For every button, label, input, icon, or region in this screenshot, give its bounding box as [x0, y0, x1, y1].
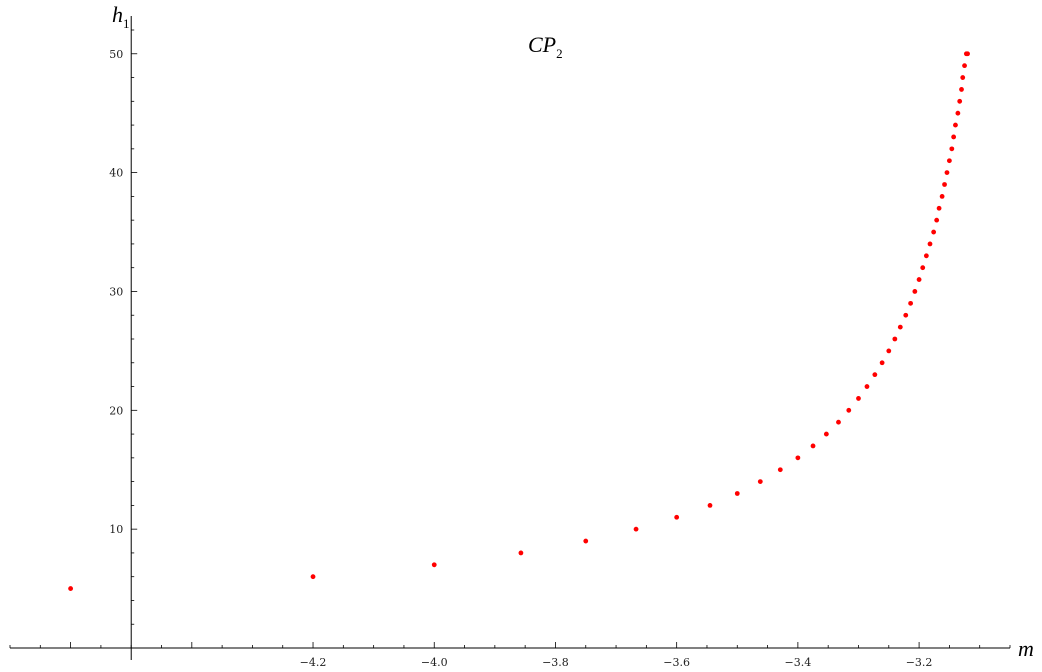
data-point [931, 229, 937, 235]
data-point [912, 289, 918, 294]
data-point [864, 384, 870, 389]
data-point [707, 502, 713, 508]
data-point [951, 134, 957, 140]
chart-title-subscript: 2 [556, 46, 563, 61]
data-point [962, 63, 967, 69]
data-point [965, 51, 970, 57]
axes [10, 16, 1010, 660]
data-point [936, 205, 942, 211]
data-point [757, 479, 763, 485]
y-axis-label-main: h [112, 2, 123, 27]
data-point [777, 467, 783, 473]
x-tick-label: −3.6 [663, 656, 690, 669]
y-tick-label: 50 [109, 48, 123, 61]
data-point [886, 348, 892, 354]
data-point [734, 491, 740, 496]
ticks: −4.2 −4.0 −3.8 −3.6 −3.4 −3.2 10 20 30 40 50 [9, 29, 1011, 669]
x-tick-label: −4.0 [421, 656, 448, 669]
data-point [923, 253, 929, 259]
y-tick-label: 30 [109, 285, 123, 298]
y-tick-label: 20 [109, 404, 123, 417]
data-point [908, 300, 914, 306]
data-point [916, 277, 922, 282]
data-point [957, 98, 963, 104]
data-point [310, 574, 316, 580]
data-point [836, 419, 841, 425]
chart-title: CP2 [528, 32, 563, 61]
y-axis-label-subscript: 1 [123, 16, 130, 31]
data-point [939, 193, 945, 199]
data-point [955, 110, 961, 116]
data-point [431, 562, 437, 568]
y-axis-label: h1 [112, 2, 130, 31]
data-point [903, 312, 909, 318]
data-point [846, 407, 852, 413]
data-point [795, 455, 801, 461]
x-tick-label: −3.8 [542, 656, 569, 669]
data-point [823, 431, 829, 437]
data-point [856, 396, 861, 401]
y-tick-label: 10 [109, 523, 123, 536]
data-point [879, 360, 885, 366]
data-point [810, 443, 816, 449]
x-tick-label: −4.2 [300, 656, 327, 669]
data-point [518, 550, 524, 556]
y-tick-label: 40 [109, 167, 123, 180]
data-point [946, 158, 952, 164]
data-point [927, 241, 933, 247]
data-point [942, 182, 947, 187]
data-point [872, 372, 878, 378]
data-point [68, 586, 74, 591]
x-tick-label: −3.4 [785, 656, 812, 669]
data-points [68, 51, 970, 591]
data-point [633, 526, 639, 532]
x-tick-label: −3.2 [906, 656, 933, 669]
data-point [944, 170, 950, 176]
data-point [892, 336, 898, 342]
data-point [960, 75, 966, 80]
x-axis-label: m [1018, 636, 1034, 661]
data-point [583, 538, 589, 544]
chart-title-main: CP [528, 32, 556, 57]
data-point [897, 324, 903, 330]
data-point [959, 87, 964, 92]
data-point [953, 122, 958, 128]
data-point [920, 265, 926, 271]
data-point [934, 217, 940, 223]
data-point [949, 146, 955, 152]
data-point [674, 514, 680, 520]
